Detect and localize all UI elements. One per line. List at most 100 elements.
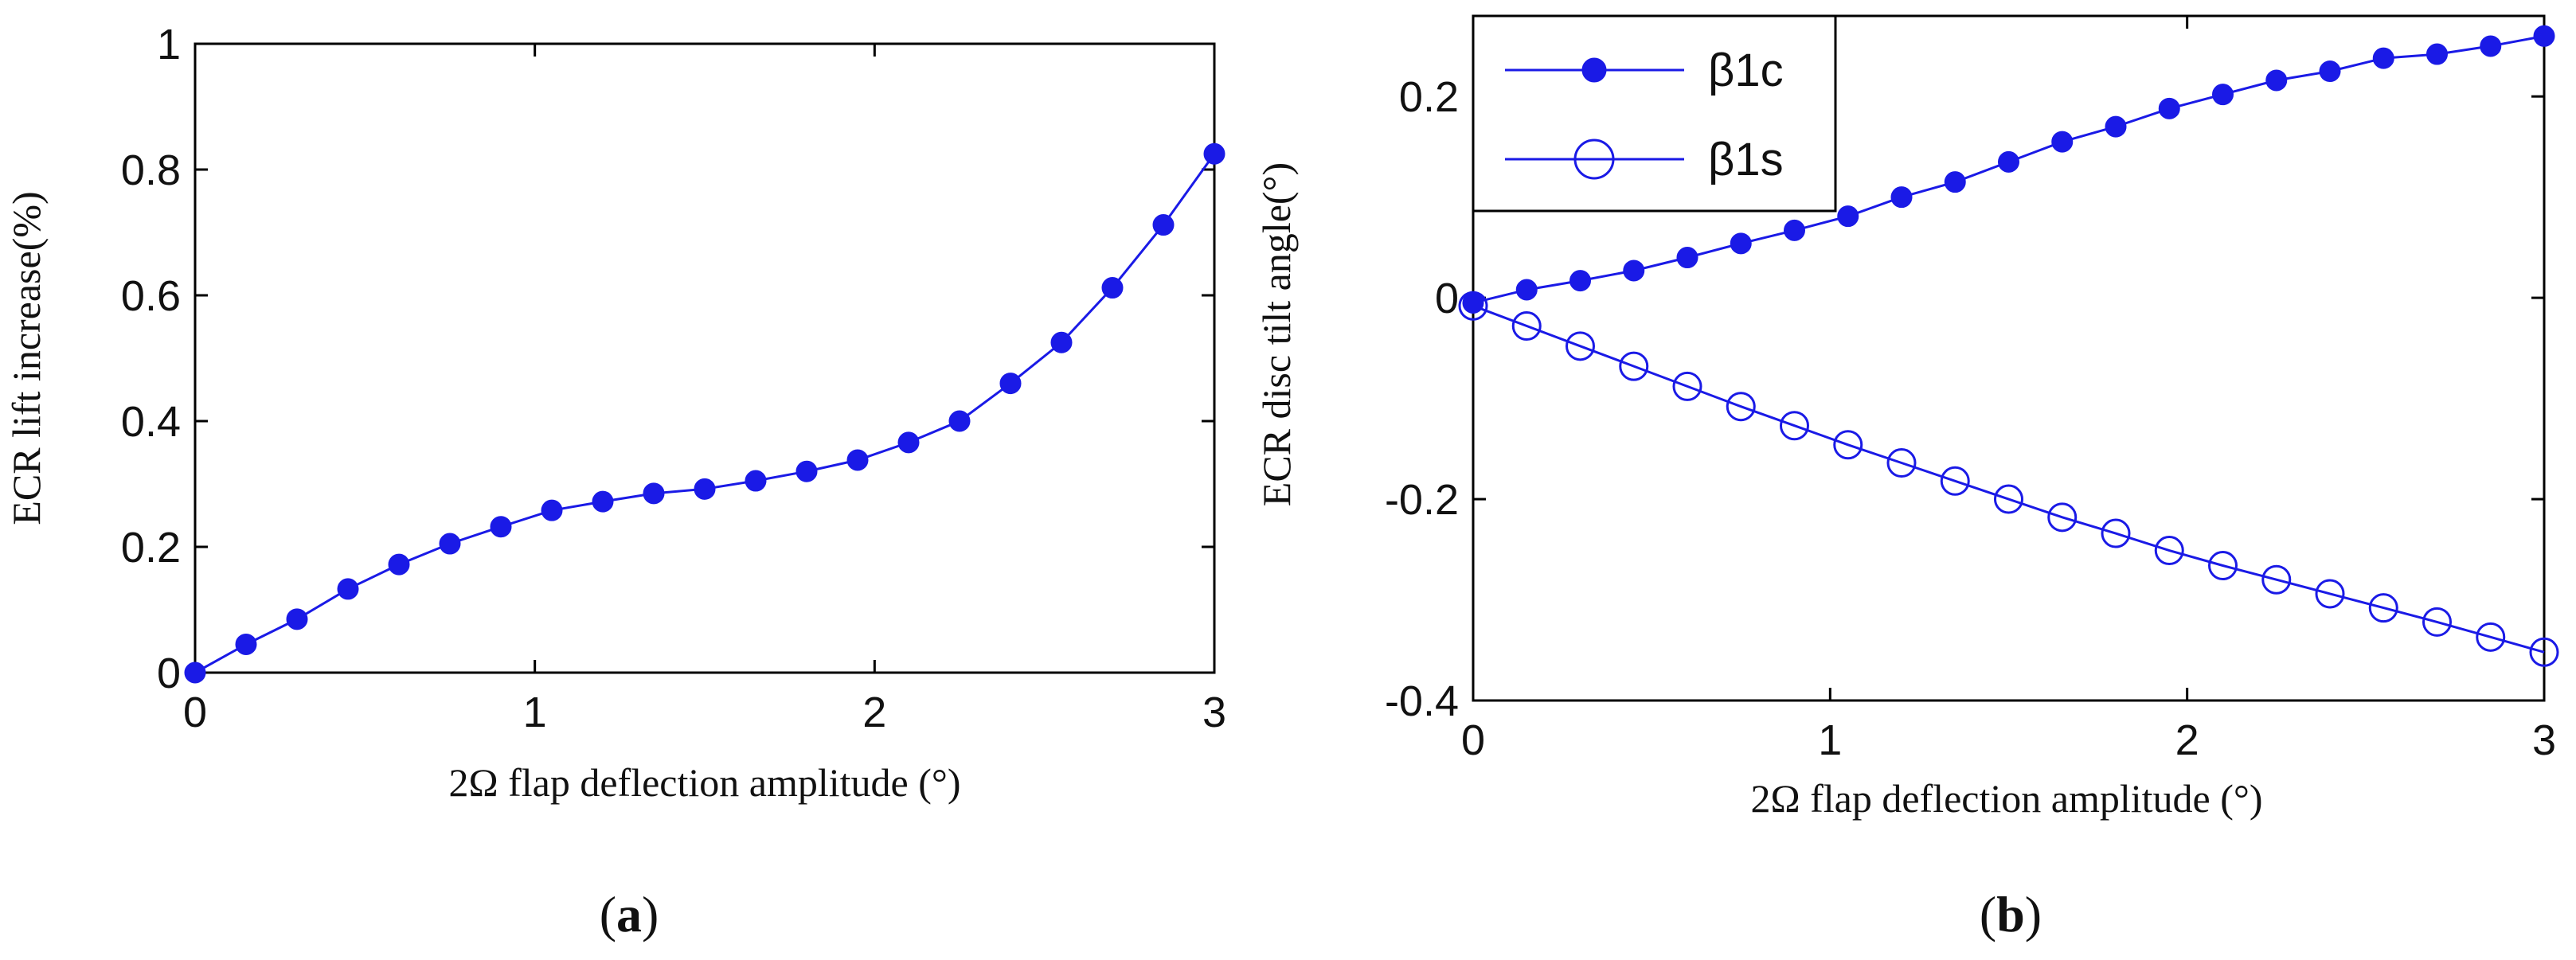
data-point xyxy=(1780,411,1809,441)
data-point xyxy=(235,633,257,655)
legend-marker-beta1c xyxy=(1581,57,1607,83)
y-tick-label: 0.6 xyxy=(121,272,181,320)
panel-label-b-letter: b xyxy=(1996,886,2025,942)
panel-label-a-letter: a xyxy=(616,886,642,942)
ticks-b: 0 1 2 3 -0.4 -0.2 0 0.2 xyxy=(1385,16,2556,764)
data-point xyxy=(2265,69,2288,92)
data-point xyxy=(1569,270,1591,292)
y-tick-label: -0.2 xyxy=(1385,476,1459,524)
data-point xyxy=(1833,430,1863,460)
data-point xyxy=(184,661,206,684)
chart-a: 0 1 2 3 0 0.2 0.4 0.6 0.8 1 2Ω flap deflection am… xyxy=(4,21,1226,942)
data-point xyxy=(1998,150,2019,173)
x-tick-label: 2 xyxy=(862,689,886,736)
y-tick-label: 0.2 xyxy=(121,524,181,572)
legend-marker-beta1s xyxy=(1573,139,1615,180)
data-point xyxy=(846,449,869,471)
data-point xyxy=(541,499,563,521)
x-tick-label: 3 xyxy=(1202,689,1226,736)
legend-label-beta1s: β1s xyxy=(1708,134,1784,185)
data-point xyxy=(2533,25,2555,47)
y-tick-label: -0.4 xyxy=(1385,677,1459,725)
data-point xyxy=(2368,593,2398,623)
data-point xyxy=(1203,142,1225,165)
data-point xyxy=(2212,84,2234,106)
data-point xyxy=(1511,311,1542,341)
legend-label-beta1c: β1c xyxy=(1708,45,1784,96)
legend-b: β1c β1s xyxy=(1472,14,1837,213)
series-points-b xyxy=(1458,25,2559,667)
legend-box xyxy=(1472,14,1837,213)
plot-area-a xyxy=(193,42,1216,674)
data-point xyxy=(2101,518,2131,548)
data-point xyxy=(1050,331,1073,353)
data-point xyxy=(1566,331,1595,361)
data-point xyxy=(948,410,971,432)
data-point xyxy=(1726,392,1756,422)
data-point xyxy=(1462,291,1484,314)
data-point xyxy=(2426,43,2448,65)
data-point xyxy=(2158,97,2180,119)
data-point xyxy=(2154,536,2184,566)
data-point xyxy=(1837,205,1859,228)
data-point xyxy=(2529,637,2559,667)
y-tick-label: 0 xyxy=(1435,275,1459,322)
y-tick-label: 1 xyxy=(157,21,181,68)
series-points-a xyxy=(184,142,1225,684)
x-tick-label: 0 xyxy=(183,689,207,736)
data-point xyxy=(388,553,410,576)
data-point xyxy=(2208,551,2238,581)
data-point xyxy=(745,470,767,492)
data-point xyxy=(337,578,359,600)
data-point xyxy=(2476,622,2506,652)
data-point xyxy=(2372,47,2394,69)
data-point xyxy=(1619,351,1649,381)
ticks-a: 0 1 2 3 0 0.2 0.4 0.6 0.8 1 xyxy=(121,21,1226,736)
y-axis-label-a: ECR lift increase(%) xyxy=(4,191,49,525)
data-point xyxy=(1623,260,1645,282)
data-point xyxy=(1515,279,1538,301)
data-point xyxy=(795,460,818,482)
x-tick-label: 3 xyxy=(2532,716,2556,764)
data-point xyxy=(2051,131,2074,153)
data-point xyxy=(897,431,920,454)
data-point xyxy=(1890,186,1913,209)
x-axis-label-a: 2Ω flap deflection amplitude (°) xyxy=(448,760,960,805)
data-point xyxy=(286,608,308,630)
data-point xyxy=(1152,214,1175,236)
data-point xyxy=(999,373,1022,395)
data-point xyxy=(2315,579,2345,609)
data-point xyxy=(1944,171,1966,193)
data-point xyxy=(2480,35,2502,57)
x-tick-label: 0 xyxy=(1461,716,1485,764)
y-tick-label: 0 xyxy=(157,650,181,697)
data-point xyxy=(643,482,665,505)
data-point xyxy=(2105,115,2127,138)
panel-label-a: (a) xyxy=(600,886,659,942)
data-point xyxy=(1784,219,1805,241)
data-point xyxy=(1940,466,1970,496)
data-point xyxy=(490,516,512,538)
y-tick-label: 0.8 xyxy=(121,146,181,194)
y-tick-label: 0.4 xyxy=(121,398,181,446)
data-point xyxy=(2422,607,2452,637)
data-point xyxy=(1676,247,1698,269)
series-line-1 xyxy=(1472,304,2545,654)
y-axis-label-b: ECR disc tilt angle(°) xyxy=(1254,162,1299,506)
x-tick-label: 1 xyxy=(1818,716,1842,764)
x-tick-label: 1 xyxy=(523,689,547,736)
data-point xyxy=(2319,60,2341,83)
y-tick-label: 0.2 xyxy=(1399,73,1459,121)
data-point xyxy=(1730,232,1752,255)
data-point xyxy=(439,533,461,555)
data-point xyxy=(592,490,614,513)
data-point xyxy=(1101,277,1124,299)
data-point xyxy=(1994,484,2023,514)
data-point xyxy=(1458,291,1488,321)
data-point xyxy=(1672,371,1702,401)
data-point xyxy=(2261,564,2292,595)
x-tick-label: 2 xyxy=(2175,716,2199,764)
data-point xyxy=(1886,448,1917,478)
x-axis-label-b: 2Ω flap deflection amplitude (°) xyxy=(1750,776,2262,821)
